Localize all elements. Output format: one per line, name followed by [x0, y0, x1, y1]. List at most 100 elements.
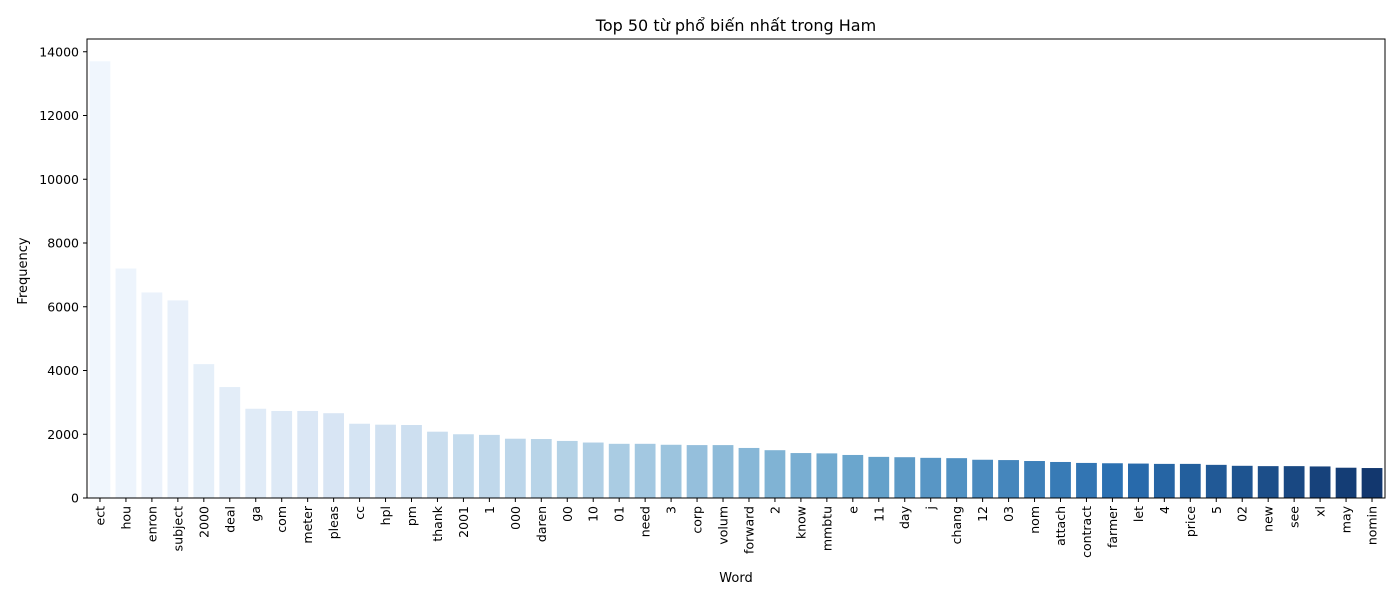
x-tick-label: 10: [586, 506, 601, 522]
x-tick-label: 3: [664, 506, 679, 514]
bar-xl: [1309, 466, 1331, 498]
x-tick-label: 4: [1157, 506, 1172, 514]
bar-ga: [245, 408, 267, 498]
y-axis-ticks: 0 2000 4000 6000 8000 10000 12000 14000: [39, 44, 87, 506]
x-tick-label: 11: [871, 506, 886, 522]
x-tick-label: e: [845, 506, 860, 514]
bar-3: [660, 444, 682, 498]
x-tick-label: 000: [508, 506, 523, 530]
x-tick-label: need: [638, 506, 653, 537]
x-tick-label: 00: [560, 506, 575, 522]
x-tick-label: subject: [170, 506, 185, 551]
x-tick-label: 03: [1001, 506, 1016, 522]
bar-price: [1179, 463, 1201, 498]
bar-see: [1283, 466, 1305, 499]
y-tick-label: 8000: [47, 236, 79, 251]
y-tick-label: 4000: [47, 363, 79, 378]
bar-corp: [686, 445, 708, 498]
x-tick-label: nomin: [1365, 506, 1380, 545]
bar-chang: [946, 458, 968, 498]
bar-com: [271, 410, 293, 498]
x-tick-label: 2: [767, 506, 782, 514]
x-tick-label: know: [793, 506, 808, 539]
x-tick-label: attach: [1053, 506, 1068, 546]
chart-title: Top 50 từ phổ biến nhất trong Ham: [595, 16, 876, 35]
y-tick-label: 2000: [47, 427, 79, 442]
bar-day: [894, 457, 916, 498]
x-tick-label: may: [1339, 505, 1354, 533]
x-tick-label: j: [923, 506, 938, 510]
y-tick-label: 14000: [39, 44, 79, 59]
x-tick-label: nom: [1027, 506, 1042, 534]
x-tick-label: forward: [741, 506, 756, 554]
x-axis-ticks: ect hou enron subject 2000 deal ga com meter plea…: [92, 498, 1380, 558]
bar-contract: [1076, 462, 1097, 498]
bar-volum: [712, 445, 734, 498]
bar-j: [920, 457, 942, 498]
x-tick-label: 12: [975, 506, 990, 522]
bar-2001: [453, 434, 474, 498]
bar-meter: [297, 410, 319, 498]
x-tick-label: new: [1261, 506, 1276, 532]
x-tick-label: xl: [1313, 506, 1328, 517]
bar-cc: [349, 423, 370, 498]
bar-11: [868, 456, 890, 498]
bar-e: [842, 454, 864, 498]
y-tick-label: 12000: [39, 108, 79, 123]
bar-2: [764, 450, 786, 498]
y-tick-label: 10000: [39, 172, 79, 187]
x-tick-label: hou: [118, 506, 133, 530]
x-tick-label: 01: [612, 506, 627, 522]
bar-02: [1231, 465, 1253, 498]
bar-1: [479, 434, 500, 498]
bar-2000: [193, 364, 215, 499]
y-axis-label: Frequency: [16, 237, 31, 304]
bar-enron: [141, 292, 163, 498]
bar-farmer: [1102, 463, 1123, 498]
x-tick-label: hpl: [378, 506, 393, 525]
bar-daren: [530, 439, 552, 498]
bar-5: [1205, 464, 1227, 498]
x-tick-label: 2001: [456, 506, 471, 538]
x-tick-label: corp: [690, 506, 705, 534]
bar-let: [1128, 463, 1149, 498]
bar-need: [634, 443, 656, 498]
x-tick-label: meter: [300, 505, 315, 543]
x-tick-label: 5: [1209, 506, 1224, 514]
x-tick-label: ect: [92, 506, 107, 526]
x-tick-label: day: [897, 505, 912, 529]
y-tick-label: 6000: [47, 299, 79, 314]
x-tick-label: see: [1287, 506, 1302, 528]
bar-thank: [427, 431, 448, 498]
x-tick-label: farmer: [1105, 505, 1120, 548]
bar-attach: [1050, 461, 1071, 498]
bar-01: [608, 443, 630, 498]
x-tick-label: daren: [534, 506, 549, 542]
x-tick-label: deal: [222, 506, 237, 533]
bar-forward: [738, 447, 760, 498]
bar-ect: [89, 61, 111, 499]
x-tick-label: price: [1183, 506, 1198, 537]
bars-group: [89, 61, 1383, 499]
x-tick-label: chang: [949, 506, 964, 544]
x-tick-label: com: [274, 506, 289, 533]
bar-new: [1257, 466, 1279, 499]
plot-frame: [86, 38, 1386, 499]
x-tick-label: contract: [1079, 506, 1094, 558]
bar-10: [582, 442, 604, 498]
bar-nomin: [1361, 468, 1383, 498]
x-tick-label: 1: [482, 506, 497, 514]
x-tick-label: 2000: [196, 506, 211, 538]
bar-4: [1153, 463, 1175, 498]
bar-hpl: [375, 424, 396, 498]
x-tick-label: ga: [248, 506, 263, 522]
x-tick-label: let: [1131, 506, 1146, 522]
x-tick-label: 02: [1235, 506, 1250, 522]
y-tick-label: 0: [71, 491, 79, 506]
bar-00: [556, 440, 578, 498]
x-tick-label: cc: [352, 506, 367, 520]
x-tick-label: pm: [404, 506, 419, 526]
bar-subject: [167, 300, 189, 499]
x-axis-label: Word: [719, 571, 752, 586]
